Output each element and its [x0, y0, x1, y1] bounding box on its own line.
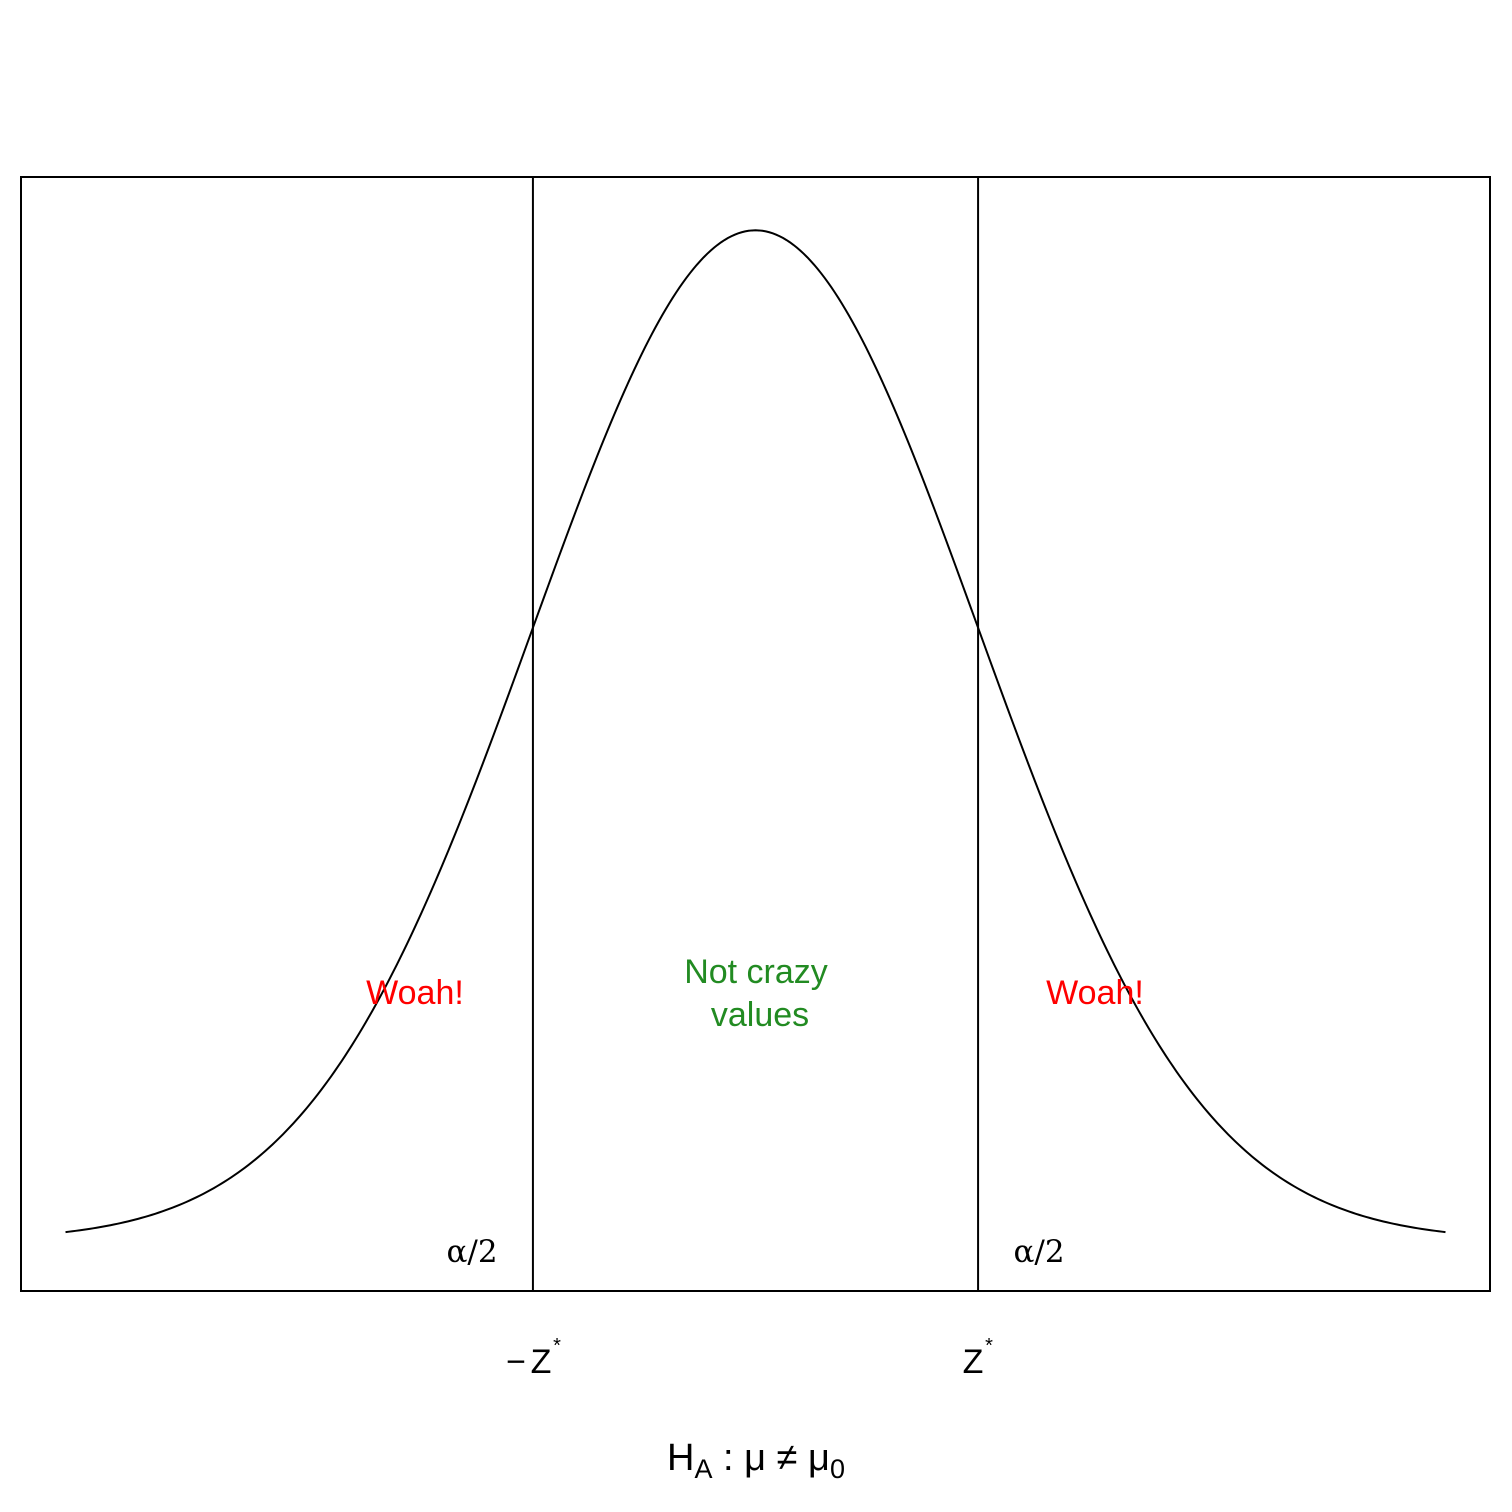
left-critical-minus: −: [506, 1343, 526, 1381]
x-axis-label-sub: A: [694, 1454, 712, 1484]
x-axis-label-rest: : μ ≠ μ: [713, 1437, 830, 1479]
right-reject-label: Woah!: [1046, 974, 1144, 1012]
middle-label-line2: values: [711, 996, 809, 1034]
left-critical-tick-label: − Z *: [506, 1335, 561, 1381]
x-axis-label-rest-sub: 0: [830, 1454, 845, 1484]
plot-frame: [20, 176, 1491, 1292]
right-critical-z: Z: [963, 1343, 984, 1381]
left-reject-label: Woah!: [366, 974, 464, 1012]
x-axis-label-main: H: [667, 1437, 694, 1479]
left-critical-star: *: [553, 1335, 561, 1357]
x-axis-label: HA : μ ≠ μ0: [667, 1437, 845, 1484]
density-curve: [65, 229, 1446, 1234]
left-critical-z: Z: [531, 1343, 552, 1381]
right-critical-tick-label: Z *: [963, 1335, 993, 1381]
left-tail-label: α/2: [446, 1234, 497, 1270]
right-tail-label: α/2: [1013, 1234, 1064, 1270]
right-critical-star: *: [985, 1335, 993, 1357]
middle-label-line1: Not crazy: [684, 953, 828, 991]
